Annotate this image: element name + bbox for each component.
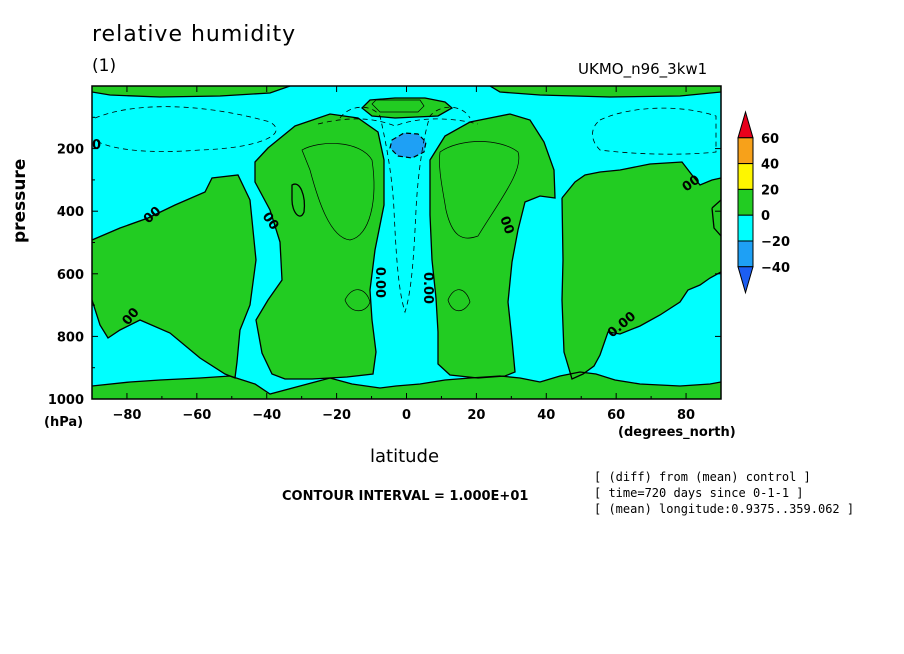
x-tick-label: −80 bbox=[112, 408, 141, 423]
y-tick-label: 800 bbox=[57, 330, 84, 345]
colorbar-swatch bbox=[737, 240, 754, 268]
chart-title: relative humidity bbox=[92, 22, 297, 47]
contour-solid-north-10 bbox=[439, 141, 520, 239]
y-tick-label: 600 bbox=[57, 268, 84, 283]
meta-line-diff: [ (diff) from (mean) control ] bbox=[594, 470, 811, 484]
x-tick-label: −40 bbox=[252, 408, 281, 423]
contour-label: 0.00 bbox=[420, 272, 435, 304]
colorbar: 60 40 20 0 −20 −40 bbox=[737, 110, 790, 295]
colorbar-swatch bbox=[737, 137, 754, 165]
y-axis: 200 400 600 800 1000 bbox=[48, 116, 721, 408]
x-tick-label: 60 bbox=[607, 408, 625, 423]
contour-dashed-upper-north bbox=[592, 107, 717, 155]
colorbar-swatch bbox=[737, 163, 754, 190]
zero-contour-surface bbox=[92, 371, 721, 395]
zero-contour-small-south bbox=[291, 183, 306, 217]
zero-contour-south-lower bbox=[92, 174, 257, 379]
contour-label: 00'0 bbox=[375, 267, 390, 298]
green-region-north-column bbox=[430, 114, 555, 378]
zero-contour-south-column bbox=[254, 113, 385, 380]
zero-contour-upper-center bbox=[361, 97, 454, 119]
contour-solid-south-low bbox=[344, 289, 371, 312]
zero-contours bbox=[92, 86, 721, 395]
panel-label: (1) bbox=[92, 56, 117, 76]
meta-line-time: [ time=720 days since 0-1-1 ] bbox=[594, 486, 804, 500]
colorbar-label: 40 bbox=[761, 158, 779, 173]
x-axis: −80 −60 −40 −20 0 20 40 60 80 bbox=[91, 86, 722, 423]
x-tick-label: 0 bbox=[402, 408, 411, 423]
colorbar-label: 60 bbox=[761, 132, 779, 147]
contour-label: 0 bbox=[92, 138, 101, 153]
x-tick-label: −60 bbox=[182, 408, 211, 423]
contour-solid-north-low bbox=[447, 289, 471, 312]
blue-minimum-200hpa bbox=[389, 132, 427, 159]
plot-area: 00 00 00 00'0 0.00 00 0.00 00 0 bbox=[92, 86, 721, 399]
green-region-upper-north bbox=[490, 86, 721, 97]
green-region-north-lower bbox=[562, 162, 721, 379]
x-tick-label: −20 bbox=[322, 408, 351, 423]
colorbar-label: −20 bbox=[761, 235, 790, 250]
colorbar-swatch bbox=[737, 214, 754, 242]
green-region-south-lower bbox=[92, 175, 256, 378]
x-axis-title: latitude bbox=[370, 446, 440, 467]
colorbar-swatch bbox=[737, 188, 754, 216]
meta-line-longitude: [ (mean) longitude:0.9375..359.062 ] bbox=[594, 502, 855, 516]
contour-solid-south-10 bbox=[301, 143, 375, 241]
green-region-south-column bbox=[255, 114, 384, 379]
contour-dashed-equatorial bbox=[339, 106, 471, 314]
colorbar-arrow-bottom bbox=[737, 266, 754, 295]
y-axis-unit: (hPa) bbox=[44, 415, 84, 430]
y-tick-label: 400 bbox=[57, 205, 84, 220]
zero-contour-north-lower bbox=[561, 161, 721, 380]
zero-contour-north-column bbox=[429, 113, 556, 379]
zero-contour-edge-north bbox=[711, 199, 721, 237]
colorbar-label: −40 bbox=[761, 261, 790, 276]
y-tick-label: 200 bbox=[57, 143, 84, 158]
x-tick-label: 40 bbox=[537, 408, 555, 423]
colorbar-label: 20 bbox=[761, 183, 779, 198]
contour-interval: CONTOUR INTERVAL = 1.000E+01 bbox=[282, 489, 529, 504]
colorbar-label: 0 bbox=[761, 209, 770, 224]
contour-dashed-upper-ring bbox=[317, 118, 479, 127]
contour-label: 00 bbox=[496, 214, 516, 236]
x-tick-label: 80 bbox=[677, 408, 695, 423]
y-tick-label: 1000 bbox=[48, 393, 84, 408]
zero-contour-upper bbox=[92, 86, 721, 98]
negative-contours bbox=[94, 106, 717, 314]
x-tick-label: 20 bbox=[467, 408, 485, 423]
x-axis-unit: (degrees_north) bbox=[618, 425, 736, 440]
colorbar-arrow-top bbox=[737, 110, 754, 139]
model-label: UKMO_n96_3kw1 bbox=[578, 60, 708, 78]
green-region-upper-center bbox=[362, 98, 452, 118]
